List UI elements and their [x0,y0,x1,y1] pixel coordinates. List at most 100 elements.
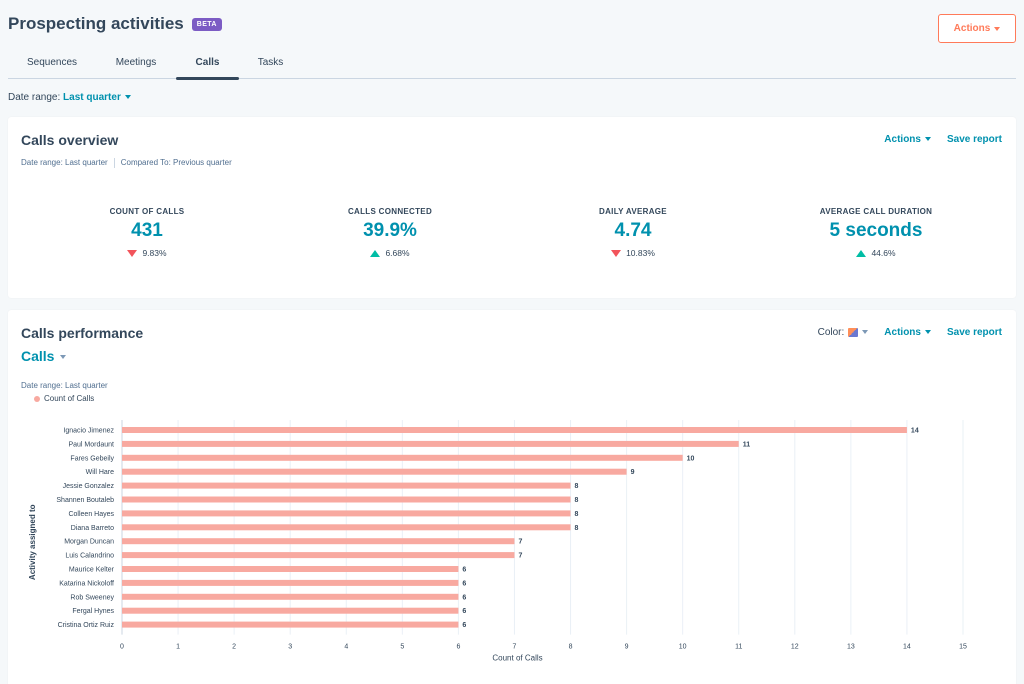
y-tick-label: Colleen Hayes [68,511,114,518]
bar-value-label: 8 [575,525,579,532]
x-tick-label: 1 [176,644,180,651]
kpi-change: 9.83% [47,248,247,258]
chevron-down-icon [124,95,131,100]
trend-up-icon [370,249,381,257]
date-range-dropdown[interactable]: Last quarter [63,92,131,103]
x-tick-label: 15 [959,644,967,651]
x-tick-label: 3 [288,644,292,651]
overview-card-actions: Actions Save report [884,134,1002,145]
page-actions-label: Actions [953,23,991,34]
kpi-change: 10.83% [533,248,733,258]
bar[interactable] [122,579,459,586]
bar[interactable] [122,593,459,600]
y-tick-label: Fergal Hynes [72,608,114,615]
y-tick-label: Will Hare [86,469,114,476]
bar[interactable] [122,468,627,475]
bar[interactable] [122,427,907,433]
y-axis-title: Activity assigned to [28,504,37,580]
bar[interactable] [122,538,515,545]
tab-meetings[interactable]: Meetings [115,57,157,68]
x-tick-label: 0 [120,644,124,651]
kpi-value: 4.74 [614,220,652,241]
bar-value-label: 11 [743,441,751,448]
x-tick-label: 14 [903,644,911,651]
bar-value-label: 8 [575,497,579,504]
page-title-text: Prospecting activities [8,14,184,33]
x-tick-label: 8 [569,644,573,651]
kpi-daily-average: DAILY AVERAGE 4.74 10.83% [533,207,733,258]
x-axis-title: Count of Calls [492,654,542,663]
y-tick-label: Rob Sweeney [70,594,114,601]
x-tick-label: 9 [625,644,629,651]
y-tick-label: Ignacio Jimenez [63,428,114,435]
y-tick-label: Morgan Duncan [64,539,114,546]
bar-value-label: 6 [462,567,466,574]
bar-value-label: 6 [462,622,466,629]
overview-save-report-button[interactable]: Save report [946,134,1002,145]
performance-actions-label: Actions [884,327,921,338]
y-tick-label: Cristina Ortiz Ruiz [58,622,115,629]
performance-save-report-button[interactable]: Save report [946,327,1002,338]
bar[interactable] [122,496,571,503]
bar[interactable] [122,482,571,489]
overview-meta: Date range: Last quarter Compared To: Pre… [21,158,232,168]
page-actions-button[interactable]: Actions [938,14,1016,43]
bar[interactable] [122,524,571,531]
y-tick-label: Katarina Nickoloff [59,580,114,587]
kpi-calls-connected: CALLS CONNECTED 39.9% 6.68% [290,207,490,258]
color-label: Color: [817,327,845,338]
y-tick-label: Paul Mordaunt [68,441,114,448]
performance-meta-range: Date range: Last quarter [21,381,108,390]
x-tick-label: 7 [513,644,517,651]
date-range-label: Date range: [8,92,61,103]
chevron-down-icon [862,330,869,335]
x-tick-label: 6 [456,644,460,651]
y-tick-label: Maurice Kelter [69,567,115,574]
trend-up-icon [856,249,867,257]
bar-value-label: 14 [911,428,919,435]
kpi-label: CALLS CONNECTED [347,207,433,216]
page-title: Prospecting activities BETA [8,14,222,34]
overview-actions-dropdown[interactable]: Actions [884,134,931,145]
bar-value-label: 6 [462,594,466,601]
kpi-change-value: 9.83% [142,248,167,258]
kpi-value: 39.9% [363,220,417,241]
calls-overview-card: Calls overview Actions Save report Date … [8,117,1016,298]
metric-dropdown[interactable]: Calls [21,348,67,364]
tab-sequences[interactable]: Sequences [26,57,78,68]
calls-overview-title: Calls overview [21,132,119,148]
x-tick-label: 10 [679,644,687,651]
legend-label: Count of Calls [44,394,95,403]
bar[interactable] [122,510,571,517]
tab-calls[interactable]: Calls [176,46,239,80]
kpi-label: COUNT OF CALLS [109,207,185,216]
performance-actions-dropdown[interactable]: Actions [884,327,931,338]
bar[interactable] [122,454,683,461]
x-tick-label: 4 [344,644,348,651]
y-tick-label: Fares Gebeily [70,455,114,462]
trend-down-icon [127,249,138,257]
y-tick-label: Luis Calandrino [65,553,114,560]
x-tick-label: 2 [232,644,236,651]
bar[interactable] [122,607,459,614]
bar-value-label: 10 [687,455,695,462]
divider [113,158,115,168]
bar[interactable] [122,552,515,559]
bar[interactable] [122,440,739,447]
overview-actions-label: Actions [884,134,921,145]
tab-bar: Sequences Meetings Calls Tasks [8,46,1016,80]
beta-badge: BETA [191,17,222,31]
x-tick-label: 5 [400,644,404,651]
color-picker[interactable]: Color: [818,327,869,338]
date-range-value: Last quarter [63,92,121,103]
chevron-down-icon [60,355,67,360]
bar[interactable] [122,621,459,628]
bar-value-label: 7 [518,553,522,560]
bar-value-label: 8 [575,511,579,518]
bar[interactable] [122,566,459,572]
calls-performance-title: Calls performance [21,325,144,341]
tab-tasks[interactable]: Tasks [257,57,284,68]
overview-meta-range: Date range: Last quarter [21,158,108,168]
kpi-count-of-calls: COUNT OF CALLS 431 9.83% [47,207,247,258]
